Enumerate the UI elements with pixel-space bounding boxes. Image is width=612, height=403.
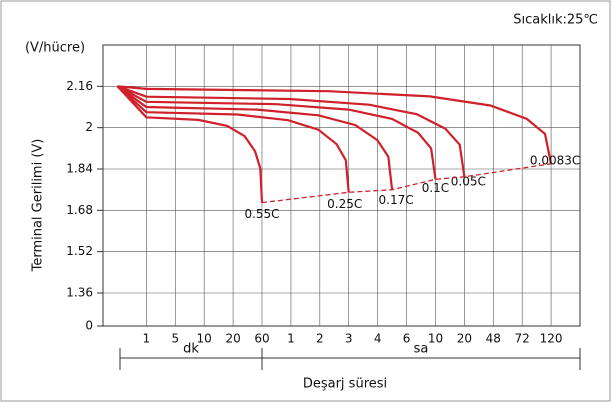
- x-tick-label: 120: [540, 332, 563, 346]
- curve-label: 0.1C: [422, 181, 449, 195]
- x-tick-label: 3: [345, 332, 353, 346]
- y-tick-label: 2.16: [66, 79, 93, 93]
- x-tick-label: 5: [171, 332, 179, 346]
- discharge-curve: [116, 85, 350, 193]
- discharge-curve: [116, 85, 264, 203]
- x-tick-label: 72: [515, 332, 530, 346]
- y-tick-label: 1.84: [66, 162, 93, 176]
- x-tick-label: 1: [287, 332, 295, 346]
- y-tick-label: 1.36: [66, 286, 93, 300]
- x-tick-label: 1: [143, 332, 151, 346]
- x-tick-label: 20: [457, 332, 472, 346]
- x-tick-label: 2: [316, 332, 324, 346]
- plot-frame: [102, 44, 581, 327]
- curve-label: 0.0083C: [530, 153, 580, 167]
- group-label: sa: [414, 342, 429, 357]
- discharge-curve: [116, 85, 437, 180]
- end-connector: [261, 163, 552, 204]
- x-tick-label: 10: [197, 332, 212, 346]
- x-tick-label: 6: [403, 332, 411, 346]
- y-tick-label: 1.52: [66, 244, 93, 258]
- x-tick-label: 48: [486, 332, 501, 346]
- y-axis-label: Terminal Gerilimi (V): [31, 139, 46, 273]
- y-tick-label: 0: [85, 319, 93, 333]
- group-label: dk: [183, 342, 199, 357]
- x-tick-label: 20: [225, 332, 240, 346]
- discharge-curve: [117, 85, 553, 165]
- y-tick-label: 2: [85, 120, 93, 134]
- temperature-note: Sıcaklık:25℃: [513, 13, 598, 28]
- x-axis-label: Deşarj süresi: [303, 377, 387, 392]
- x-tick-label: 4: [374, 332, 382, 346]
- curve-label: 0.25C: [327, 197, 362, 211]
- curve-label: 0.17C: [379, 193, 414, 207]
- y-unit-label: (V/hücre): [25, 41, 85, 56]
- discharge-curve: [116, 85, 394, 190]
- discharge-curve: [117, 85, 466, 177]
- y-tick-label: 1.68: [66, 203, 93, 217]
- curve-label: 0.55C: [244, 207, 279, 221]
- curve-label: 0.05C: [451, 174, 486, 188]
- x-tick-label: 10: [428, 332, 443, 346]
- x-tick-label: 60: [254, 332, 269, 346]
